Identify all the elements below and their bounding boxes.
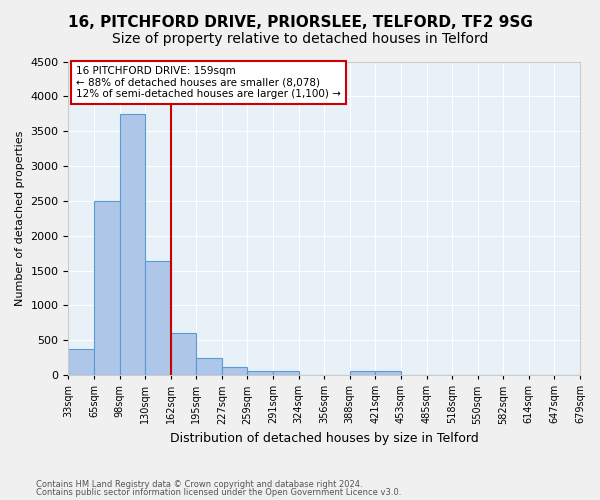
Bar [376,372,401,375]
Bar [171,334,196,375]
Y-axis label: Number of detached properties: Number of detached properties [15,130,25,306]
Text: 16 PITCHFORD DRIVE: 159sqm
← 88% of detached houses are smaller (8,078)
12% of s: 16 PITCHFORD DRIVE: 159sqm ← 88% of deta… [76,66,341,99]
X-axis label: Distribution of detached houses by size in Telford: Distribution of detached houses by size … [170,432,479,445]
Text: 16, PITCHFORD DRIVE, PRIORSLEE, TELFORD, TF2 9SG: 16, PITCHFORD DRIVE, PRIORSLEE, TELFORD,… [68,15,532,30]
Bar [350,371,376,375]
Text: Contains public sector information licensed under the Open Government Licence v3: Contains public sector information licen… [36,488,401,497]
Text: Size of property relative to detached houses in Telford: Size of property relative to detached ho… [112,32,488,46]
Bar [196,358,222,375]
Bar [94,201,119,375]
Bar [68,349,94,375]
Bar [119,114,145,375]
Bar [273,372,299,375]
Bar [247,370,273,375]
Bar [222,368,247,375]
Text: Contains HM Land Registry data © Crown copyright and database right 2024.: Contains HM Land Registry data © Crown c… [36,480,362,489]
Bar [145,261,171,375]
